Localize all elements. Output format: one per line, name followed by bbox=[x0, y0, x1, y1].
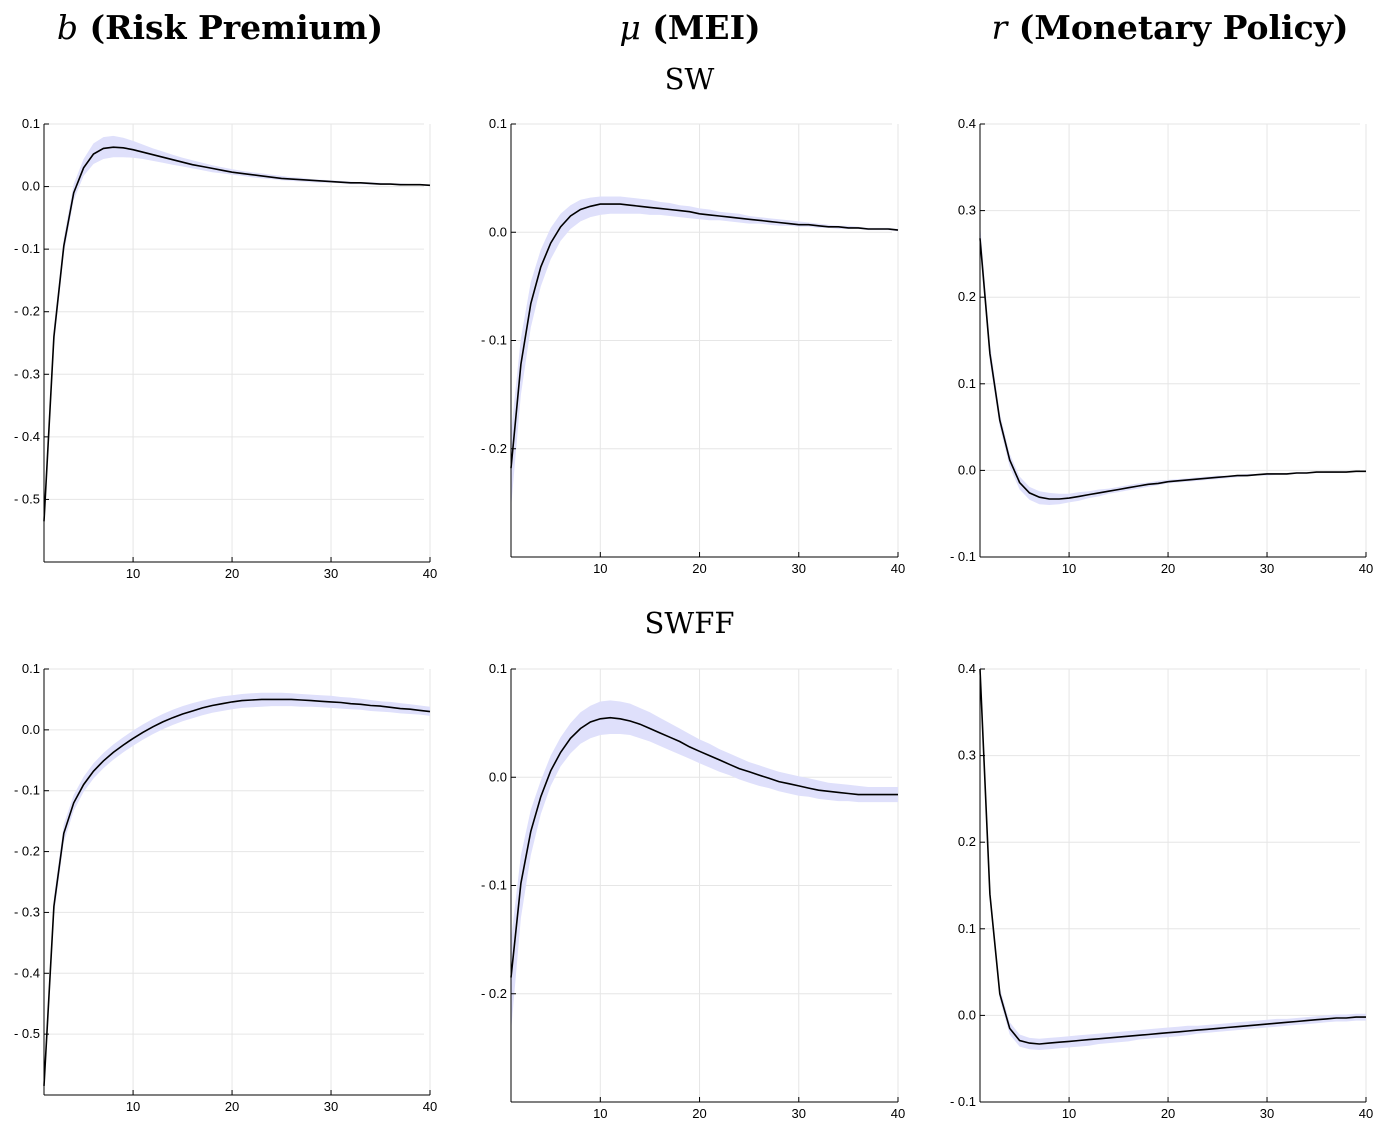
x-tick-label: 40 bbox=[1359, 1106, 1373, 1121]
y-tick-label: 0.4 bbox=[958, 661, 976, 676]
y-tick-label: 0.4 bbox=[958, 116, 976, 131]
y-tick-label: - 0.4 bbox=[14, 965, 40, 980]
impulse-response-line bbox=[43, 698, 431, 1086]
y-tick-label: 0.2 bbox=[958, 289, 976, 304]
impulse-response-line bbox=[510, 716, 898, 978]
x-tick-label: 40 bbox=[423, 1099, 437, 1114]
chart-panel-sw-mei: - 0.2 - 0.1 0.0 0.1 10 20 30 40 bbox=[481, 116, 905, 576]
y-tick-label: 0.0 bbox=[22, 179, 40, 194]
impulse-response-line bbox=[979, 238, 1366, 500]
y-tick-label: - 0.1 bbox=[14, 783, 40, 798]
x-tick-label: 30 bbox=[324, 566, 338, 581]
y-tick-label: 0.0 bbox=[22, 722, 40, 737]
x-tick-label: 30 bbox=[324, 1099, 338, 1114]
y-tick-label: - 0.5 bbox=[14, 1026, 40, 1041]
x-tick-label: 20 bbox=[1161, 561, 1175, 576]
y-tick-label: 0.1 bbox=[958, 921, 976, 936]
y-tick-label: 0.1 bbox=[22, 661, 40, 676]
y-tick-label: - 0.1 bbox=[481, 878, 507, 893]
x-tick-label: 20 bbox=[1161, 1106, 1175, 1121]
y-tick-label: 0.0 bbox=[958, 1007, 976, 1022]
y-tick-label: 0.0 bbox=[489, 769, 507, 784]
confidence-band bbox=[511, 196, 898, 509]
column-title-label: (Risk Premium) bbox=[77, 8, 384, 47]
impulse-response-line bbox=[510, 203, 899, 469]
chart-panel-swff-monetary-policy: - 0.1 0.0 0.1 0.2 0.3 0.4 10 20 30 40 bbox=[950, 660, 1373, 1121]
y-tick-label: 0.3 bbox=[958, 748, 976, 763]
y-tick-label: 0.1 bbox=[22, 116, 40, 131]
y-tick-label: - 0.2 bbox=[14, 304, 40, 319]
x-tick-label: 40 bbox=[891, 561, 905, 576]
row-title-swff: SWFF bbox=[644, 606, 735, 640]
y-tick-label: 0.0 bbox=[489, 224, 507, 239]
impulse-response-line bbox=[43, 146, 431, 522]
y-tick-label: 0.1 bbox=[489, 116, 507, 131]
impulse-response-line bbox=[979, 668, 1366, 1045]
y-tick-label: - 0.1 bbox=[481, 333, 507, 348]
y-tick-label: - 0.2 bbox=[481, 441, 507, 456]
x-tick-label: 30 bbox=[1260, 1106, 1274, 1121]
x-tick-label: 40 bbox=[891, 1106, 905, 1121]
column-title-symbol: b bbox=[56, 8, 78, 47]
y-tick-label: - 0.1 bbox=[950, 549, 976, 564]
x-tick-label: 40 bbox=[1359, 561, 1373, 576]
chart-panel-sw-monetary-policy: - 0.1 0.0 0.1 0.2 0.3 0.4 10 20 30 40 bbox=[950, 116, 1373, 576]
y-tick-label: 0.1 bbox=[489, 661, 507, 676]
row-title-sw: SW bbox=[664, 62, 715, 96]
chart-panel-swff-mei: - 0.2 - 0.1 0.0 0.1 10 20 30 40 bbox=[481, 661, 905, 1121]
x-tick-label: 30 bbox=[792, 1106, 806, 1121]
confidence-band bbox=[44, 692, 430, 1095]
confidence-band bbox=[980, 223, 1366, 505]
y-tick-label: 0.2 bbox=[958, 834, 976, 849]
y-tick-label: - 0.3 bbox=[14, 904, 40, 919]
x-tick-label: 10 bbox=[1062, 561, 1076, 576]
x-tick-label: 20 bbox=[225, 1099, 239, 1114]
chart-panel-sw-risk-premium: - 0.5 - 0.4 - 0.3 - 0.2 - 0.1 0.0 0.1 10 20 30 40 bbox=[14, 116, 437, 581]
x-tick-label: 10 bbox=[126, 1099, 140, 1114]
confidence-band bbox=[511, 700, 898, 1032]
y-tick-label: 0.0 bbox=[958, 462, 976, 477]
chart-panel-swff-risk-premium: - 0.5 - 0.4 - 0.3 - 0.2 - 0.1 0.0 0.1 10 20 30 40 bbox=[14, 661, 437, 1114]
x-tick-label: 20 bbox=[692, 561, 706, 576]
x-tick-label: 30 bbox=[1260, 561, 1274, 576]
column-title-mei: μ (MEI) bbox=[490, 8, 890, 52]
x-tick-label: 20 bbox=[225, 566, 239, 581]
y-tick-label: - 0.1 bbox=[14, 241, 40, 256]
column-title-risk-premium: b (Risk Premium) bbox=[20, 8, 420, 52]
y-tick-label: - 0.2 bbox=[14, 844, 40, 859]
confidence-band bbox=[980, 660, 1366, 1050]
y-tick-label: - 0.3 bbox=[14, 366, 40, 381]
column-title-label: (MEI) bbox=[640, 8, 761, 47]
y-tick-label: - 0.4 bbox=[14, 429, 40, 444]
x-tick-label: 20 bbox=[692, 1106, 706, 1121]
x-tick-label: 10 bbox=[593, 1106, 607, 1121]
column-title-symbol: μ bbox=[619, 8, 641, 47]
y-tick-label: - 0.1 bbox=[950, 1094, 976, 1109]
x-tick-label: 10 bbox=[1062, 1106, 1076, 1121]
y-tick-label: 0.3 bbox=[958, 203, 976, 218]
y-tick-label: 0.1 bbox=[958, 376, 976, 391]
x-tick-label: 40 bbox=[423, 566, 437, 581]
x-tick-label: 30 bbox=[792, 561, 806, 576]
x-tick-label: 10 bbox=[126, 566, 140, 581]
confidence-band bbox=[44, 135, 430, 528]
column-title-label: (Monetary Policy) bbox=[1007, 8, 1349, 47]
y-tick-label: - 0.2 bbox=[481, 986, 507, 1001]
column-title-symbol: r bbox=[991, 8, 1008, 47]
x-tick-label: 10 bbox=[593, 561, 607, 576]
y-tick-label: - 0.5 bbox=[14, 491, 40, 506]
column-title-monetary-policy: r (Monetary Policy) bbox=[960, 8, 1379, 52]
